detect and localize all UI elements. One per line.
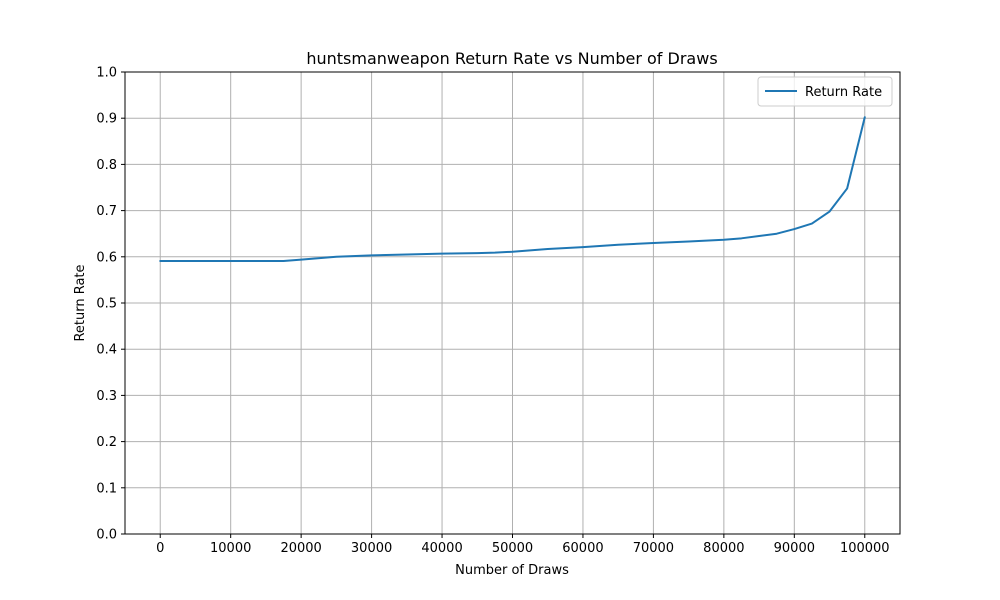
series: [159, 116, 866, 262]
x-tick-label: 40000: [421, 541, 462, 556]
legend-box: [757, 76, 893, 107]
axes: 0 10000 20000 30000 40000 50000 60000 70000 8000…: [96, 66, 901, 556]
y-tick-label: 0.9: [96, 112, 117, 127]
x-tick-label: 70000: [633, 541, 674, 556]
x-tick-label: 90000: [774, 541, 815, 556]
x-tick-label: 10000: [210, 541, 251, 556]
x-tick-label: 100000: [840, 541, 890, 556]
legend-label: Return Rate: [805, 85, 882, 100]
y-tick-label: 0.0: [96, 528, 117, 543]
series-line: [159, 116, 866, 262]
y-tick-label: 0.6: [96, 250, 117, 265]
legend: Return Rate: [757, 76, 893, 107]
x-tick-label: 30000: [351, 541, 392, 556]
x-axis-label: Number of Draws: [455, 563, 569, 578]
x-tick-label: 20000: [280, 541, 321, 556]
chart-title: huntsmanweapon Return Rate vs Number of …: [306, 49, 717, 68]
x-tick-label: 50000: [492, 541, 533, 556]
plot-frame: [124, 71, 901, 535]
y-tick-label: 0.2: [96, 435, 117, 450]
x-tick-label: 80000: [703, 541, 744, 556]
x-tick-label: 60000: [562, 541, 603, 556]
y-tick-label: 0.7: [96, 204, 117, 219]
y-tick-label: 0.3: [96, 389, 117, 404]
y-tick-label: 0.5: [96, 297, 117, 312]
y-tick-label: 0.4: [96, 343, 117, 358]
y-tick-label: 1.0: [96, 66, 117, 81]
y-axis-label: Return Rate: [73, 264, 88, 341]
x-tick-label: 0: [156, 541, 164, 556]
y-tick-label: 0.1: [96, 481, 117, 496]
y-tick-label: 0.8: [96, 158, 117, 173]
